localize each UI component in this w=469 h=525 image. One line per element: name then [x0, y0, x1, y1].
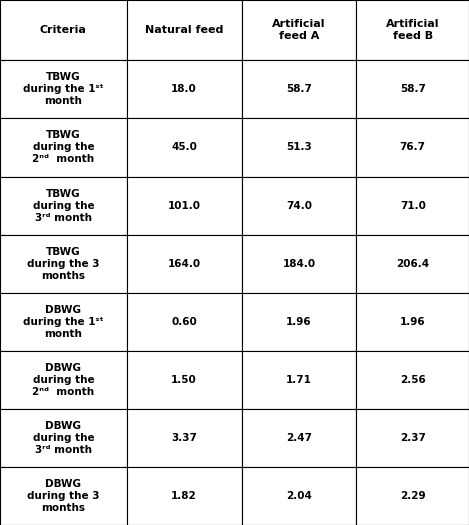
Text: 2.47: 2.47: [286, 433, 312, 443]
Text: 58.7: 58.7: [286, 85, 312, 94]
Text: 101.0: 101.0: [167, 201, 201, 211]
Text: 1.96: 1.96: [400, 317, 425, 327]
Text: 1.71: 1.71: [286, 375, 312, 385]
Text: 1.50: 1.50: [171, 375, 197, 385]
Bar: [242, 60, 356, 119]
Bar: [356, 60, 469, 119]
Bar: [0, 292, 127, 351]
Text: 76.7: 76.7: [400, 142, 426, 152]
Text: TBWG
during the
2ⁿᵈ  month: TBWG during the 2ⁿᵈ month: [32, 131, 94, 164]
Text: 3.37: 3.37: [171, 433, 197, 443]
Bar: [127, 176, 242, 235]
Bar: [0, 176, 127, 235]
Bar: [127, 351, 242, 409]
Text: 206.4: 206.4: [396, 259, 429, 269]
Bar: [127, 467, 242, 525]
Bar: [127, 235, 242, 292]
Bar: [356, 0, 469, 60]
Text: 164.0: 164.0: [167, 259, 201, 269]
Text: TBWG
during the 1ˢᵗ
month: TBWG during the 1ˢᵗ month: [23, 72, 104, 107]
Bar: [0, 119, 127, 176]
Text: 1.96: 1.96: [286, 317, 312, 327]
Text: 74.0: 74.0: [286, 201, 312, 211]
Bar: [127, 0, 242, 60]
Bar: [242, 351, 356, 409]
Bar: [242, 235, 356, 292]
Text: 0.60: 0.60: [171, 317, 197, 327]
Text: Natural feed: Natural feed: [145, 25, 223, 35]
Bar: [356, 351, 469, 409]
Bar: [356, 409, 469, 467]
Text: 2.04: 2.04: [286, 491, 312, 501]
Bar: [127, 119, 242, 176]
Bar: [0, 409, 127, 467]
Text: 71.0: 71.0: [400, 201, 426, 211]
Text: 2.56: 2.56: [400, 375, 425, 385]
Text: TBWG
during the
3ʳᵈ month: TBWG during the 3ʳᵈ month: [32, 188, 94, 223]
Bar: [0, 351, 127, 409]
Bar: [242, 409, 356, 467]
Text: Artificial
feed B: Artificial feed B: [386, 19, 439, 41]
Bar: [356, 467, 469, 525]
Text: 51.3: 51.3: [286, 142, 312, 152]
Bar: [242, 467, 356, 525]
Bar: [127, 409, 242, 467]
Bar: [242, 176, 356, 235]
Text: 2.37: 2.37: [400, 433, 426, 443]
Text: 18.0: 18.0: [171, 85, 197, 94]
Text: Criteria: Criteria: [40, 25, 87, 35]
Bar: [242, 0, 356, 60]
Bar: [0, 0, 127, 60]
Text: DBWG
during the
3ʳᵈ month: DBWG during the 3ʳᵈ month: [32, 421, 94, 455]
Text: 184.0: 184.0: [282, 259, 316, 269]
Text: DBWG
during the 3
months: DBWG during the 3 months: [27, 479, 99, 513]
Bar: [242, 119, 356, 176]
Text: 58.7: 58.7: [400, 85, 426, 94]
Bar: [127, 292, 242, 351]
Bar: [356, 176, 469, 235]
Text: 45.0: 45.0: [171, 142, 197, 152]
Text: DBWG
during the 1ˢᵗ
month: DBWG during the 1ˢᵗ month: [23, 304, 104, 339]
Bar: [0, 467, 127, 525]
Bar: [242, 292, 356, 351]
Bar: [0, 60, 127, 119]
Text: 1.82: 1.82: [171, 491, 197, 501]
Text: Artificial
feed A: Artificial feed A: [272, 19, 326, 41]
Bar: [127, 60, 242, 119]
Text: TBWG
during the 3
months: TBWG during the 3 months: [27, 247, 99, 281]
Bar: [356, 119, 469, 176]
Bar: [0, 235, 127, 292]
Text: DBWG
during the
2ⁿᵈ  month: DBWG during the 2ⁿᵈ month: [32, 363, 94, 397]
Bar: [356, 235, 469, 292]
Text: 2.29: 2.29: [400, 491, 425, 501]
Bar: [356, 292, 469, 351]
